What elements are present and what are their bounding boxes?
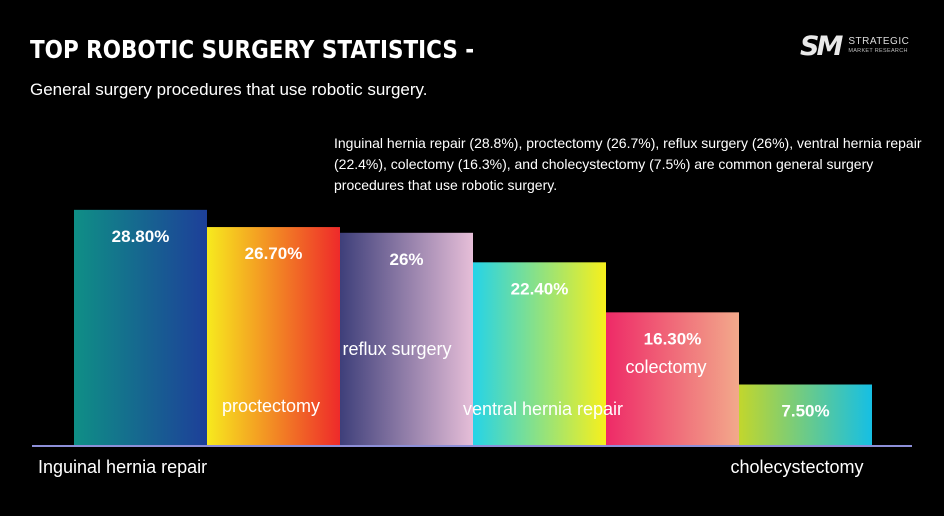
brand-logo: SM STRATEGIC MARKET RESEARCH [800, 30, 909, 62]
category-label-3: ventral hernia repair [463, 399, 623, 419]
category-label-4: colectomy [625, 357, 706, 377]
value-label-3: 22.40% [511, 279, 569, 298]
category-label-2: reflux surgery [342, 339, 451, 359]
chart-annotation: Inguinal hernia repair (28.8%), proctect… [334, 135, 922, 193]
category-label-1: proctectomy [222, 396, 320, 416]
value-label-0: 28.80% [112, 227, 170, 246]
value-label-4: 16.30% [644, 329, 702, 348]
logo-line-2: MARKET RESEARCH [848, 48, 908, 55]
logo-text: STRATEGIC MARKET RESEARCH [848, 37, 909, 55]
bar-1 [207, 227, 340, 446]
logo-mark: SM [800, 30, 843, 62]
value-label-5: 7.50% [781, 402, 829, 421]
logo-line-1: STRATEGIC [848, 36, 910, 48]
category-label-5: cholecystectomy [730, 457, 863, 477]
bar-4 [606, 312, 739, 446]
bar-0 [74, 209, 207, 446]
value-label-1: 26.70% [245, 244, 303, 263]
value-label-2: 26% [389, 250, 423, 269]
bar-5 [739, 384, 872, 446]
chart-title: TOP ROBOTIC SURGERY STATISTICS - [30, 35, 475, 64]
category-label-0: Inguinal hernia repair [38, 457, 207, 477]
bar-3 [473, 262, 606, 446]
bar-2 [340, 232, 473, 446]
chart-subtitle: General surgery procedures that use robo… [30, 80, 428, 99]
